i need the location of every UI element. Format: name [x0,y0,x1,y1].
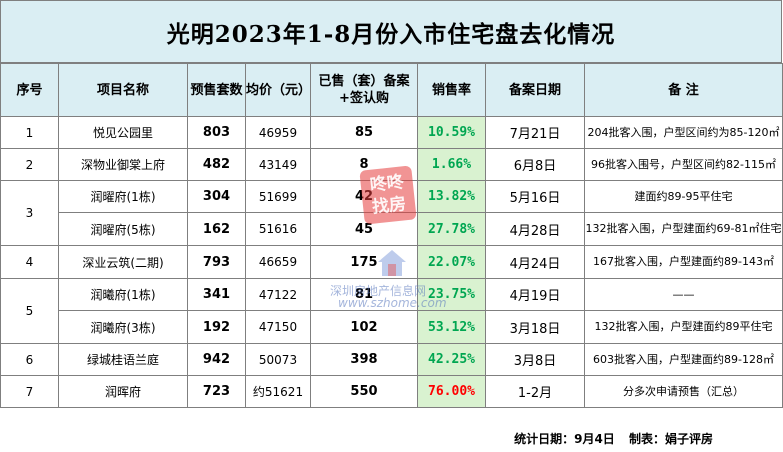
row-sold: 81 [310,278,418,311]
footer-stat-date: 统计日期：9月4日 [514,432,615,446]
row-note: 建面约89-95平住宅 [584,180,783,213]
col-name-header: 项目名称 [58,63,188,117]
row-units: 793 [187,245,246,279]
row-name: 深物业御棠上府 [58,148,188,181]
row-note: 分多次申请预售（汇总） [584,375,783,408]
col-date-header: 备案日期 [485,63,585,117]
row-price: 43149 [245,148,311,181]
col-sold-header: 已售（套）备案+签认购 [310,63,418,117]
row-sold: 8 [310,148,418,181]
row-sold: 85 [310,116,418,149]
sales-table: 序号 项目名称 预售套数 均价（元） 已售（套）备案+签认购 销售率 备案日期 … [0,63,783,408]
row-seq: 4 [0,245,59,279]
table-row: 4 深业云筑(二期) 793 46659 175 22.07% 4月24日 16… [0,245,783,279]
row-units: 482 [187,148,246,181]
row-rate: 13.82% [417,180,486,213]
row-rate: 22.07% [417,245,486,279]
row-date: 4月28日 [485,212,585,246]
row-date: 4月24日 [485,245,585,279]
row-price: 51699 [245,180,311,213]
table-row: 润曜府(5栋) 162 51616 45 27.78% 4月28日 132批客入… [1,212,783,246]
row-sold: 45 [310,212,418,246]
row-note: 132批客入围，户型建面约69-81㎡住宅 [584,212,783,246]
row-note: —— [584,278,783,311]
row-note: 132批客入围，户型建面约89平住宅 [584,310,783,344]
row-rate: 53.12% [417,310,486,344]
row-units: 723 [187,375,246,408]
header-row: 序号 项目名称 预售套数 均价（元） 已售（套）备案+签认购 销售率 备案日期 … [0,63,783,117]
col-note-header: 备 注 [584,63,783,117]
row-note: 603批客入围，户型建面约89-128㎡ [584,343,783,376]
row-date: 3月8日 [485,343,585,376]
row-price: 46959 [245,116,311,149]
table-row: 1 悦见公园里 803 46959 85 10.59% 7月21日 204批客入… [0,116,783,149]
row-units: 942 [187,343,246,376]
table-row: 5 润曦府(1栋) 341 47122 81 23.75% 4月19日 —— [0,278,783,344]
row-name: 悦见公园里 [58,116,188,149]
row-date: 4月19日 [485,278,585,311]
row-sold: 102 [310,310,418,344]
footer-made-by: 制表：娟子评房 [628,432,713,446]
row-name: 绿城桂语兰庭 [58,343,188,376]
row-date: 7月21日 [485,116,585,149]
row-seq: 6 [0,343,59,376]
row-date: 3月18日 [485,310,585,344]
row-price: 50073 [245,343,311,376]
row-price: 46659 [245,245,311,279]
row-rate: 42.25% [417,343,486,376]
row-seq: 3 [0,180,59,246]
row-rate: 23.75% [417,278,486,311]
row-units: 803 [187,116,246,149]
row-note: 167批客入围，户型建面约89-143㎡ [584,245,783,279]
row-units: 341 [187,278,246,311]
table-row: 7 润晖府 723 约51621 550 76.00% 1-2月 分多次申请预售… [0,375,783,408]
row-name: 润晖府 [58,375,188,408]
col-seq-header: 序号 [0,63,59,117]
row-note: 204批客入围，户型区间约为85-120㎡ [584,116,783,149]
row-name: 润曜府(1栋) [58,180,188,213]
row-seq: 2 [0,148,59,181]
row-rate: 1.66% [417,148,486,181]
row-rate: 10.59% [417,116,486,149]
row-date: 5月16日 [485,180,585,213]
row-units: 162 [187,212,246,246]
row-units: 192 [187,310,246,344]
row-sold: 398 [310,343,418,376]
row-name: 润曜府(5栋) [58,212,188,246]
row-rate: 76.00% [417,375,486,408]
col-units-header: 预售套数 [187,63,246,117]
table-title-bar: 光明2023年1-8月份入市住宅盘去化情况 [0,0,782,63]
row-sold: 175 [310,245,418,279]
col-price-header: 均价（元） [245,63,311,117]
row-seq: 5 [0,278,59,344]
row-name: 润曦府(3栋) [58,310,188,344]
table-title: 光明2023年1-8月份入市住宅盘去化情况 [166,20,616,48]
row-units: 304 [187,180,246,213]
row-date: 6月8日 [485,148,585,181]
footer: 统计日期：9月4日 制表：娟子评房 [504,430,713,447]
col-rate-header: 销售率 [417,63,486,117]
row-note: 96批客入围号，户型区间约82-115㎡ [584,148,783,181]
row-price: 约51621 [245,375,311,408]
table-row: 2 深物业御棠上府 482 43149 8 1.66% 6月8日 96批客入围号… [0,148,783,181]
row-seq: 7 [0,375,59,408]
row-name: 润曦府(1栋) [58,278,188,311]
row-price: 47122 [245,278,311,311]
row-sold: 42 [310,180,418,213]
row-rate: 27.78% [417,212,486,246]
row-name: 深业云筑(二期) [58,245,188,279]
row-date: 1-2月 [485,375,585,408]
table-row: 3 润曜府(1栋) 304 51699 42 13.82% 5月16日 建面约8… [0,180,783,246]
table-row: 6 绿城桂语兰庭 942 50073 398 42.25% 3月8日 603批客… [0,343,783,376]
row-price: 51616 [245,212,311,246]
row-seq: 1 [0,116,59,149]
table-row: 润曦府(3栋) 192 47150 102 53.12% 3月18日 132批客… [1,310,783,344]
row-price: 47150 [245,310,311,344]
row-sold: 550 [310,375,418,408]
